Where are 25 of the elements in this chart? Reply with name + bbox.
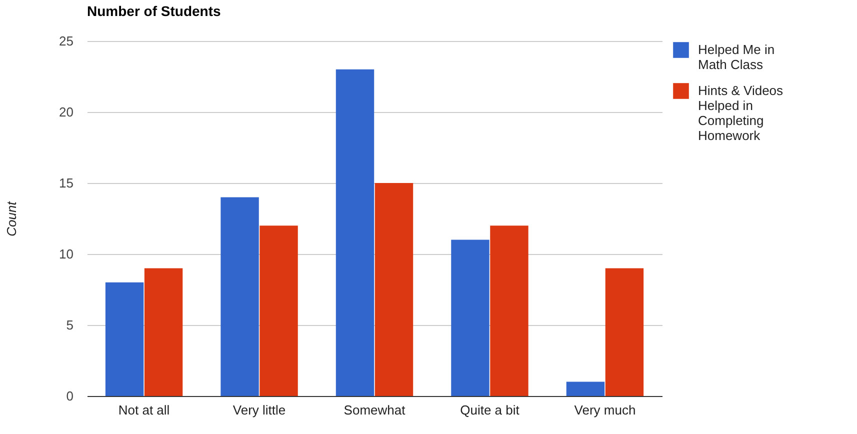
x-tick-label: Somewhat bbox=[344, 402, 406, 418]
x-tick-label: Quite a bit bbox=[460, 402, 520, 418]
y-tick-label: 20 bbox=[59, 104, 74, 120]
bar bbox=[451, 240, 490, 396]
bar bbox=[105, 282, 144, 396]
x-tick-label: Very much bbox=[574, 402, 636, 418]
chart-title: Number of Students bbox=[87, 3, 221, 19]
y-tick-label: 5 bbox=[66, 318, 74, 332]
y-tick-label: 25 bbox=[59, 34, 74, 48]
y-tick-label: 10 bbox=[59, 246, 74, 262]
y-tick-label: 0 bbox=[66, 388, 74, 404]
x-tick-label: Very little bbox=[232, 402, 286, 418]
bar bbox=[490, 226, 528, 396]
bar bbox=[605, 268, 644, 396]
bar bbox=[144, 268, 183, 396]
y-axis-title: Count bbox=[4, 200, 20, 236]
bar bbox=[374, 183, 414, 396]
bar bbox=[260, 226, 298, 396]
bar bbox=[336, 69, 374, 396]
x-tick-label: Not at all bbox=[118, 402, 170, 418]
bar bbox=[566, 382, 605, 396]
y-tick-label: 15 bbox=[59, 176, 74, 190]
bar bbox=[220, 197, 259, 396]
legend-label: Helped Me in Math Class bbox=[698, 42, 775, 72]
legend-label: Hints & Videos Helped in Completing Homework bbox=[698, 83, 784, 143]
